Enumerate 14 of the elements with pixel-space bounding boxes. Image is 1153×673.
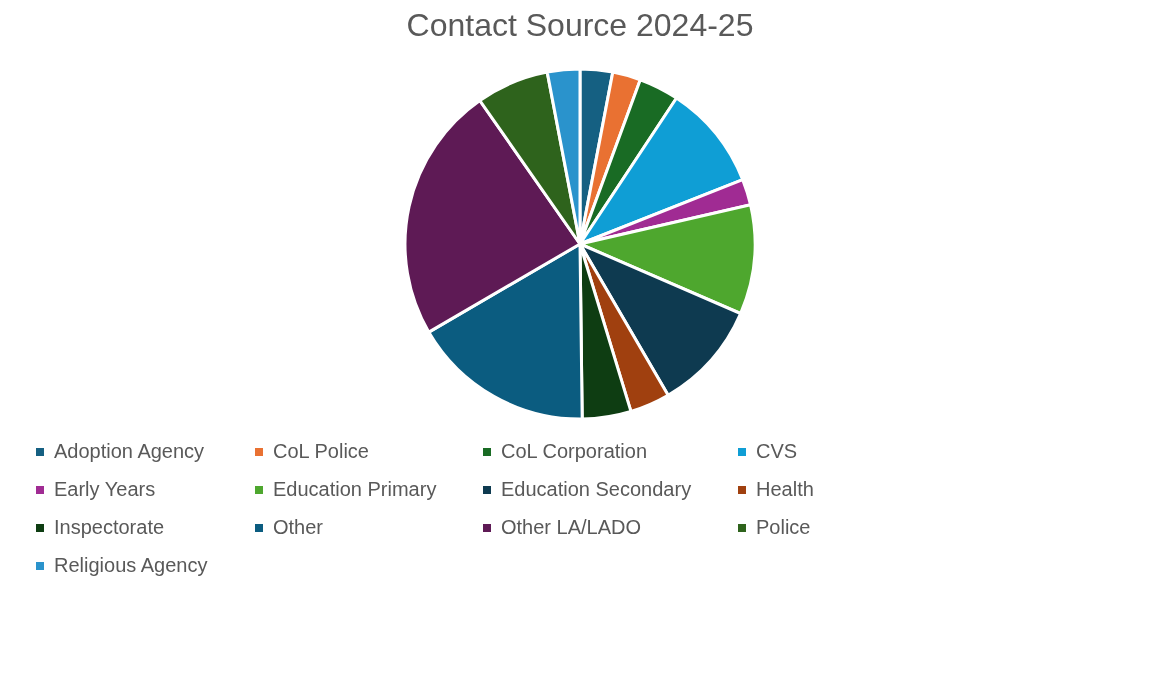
legend-label: CoL Police: [273, 440, 369, 462]
legend-label: CoL Corporation: [501, 440, 648, 462]
legend-label: Religious Agency: [54, 554, 208, 576]
legend-label: Adoption Agency: [54, 440, 205, 462]
legend-label: CVS: [756, 440, 798, 462]
legend-label: Other: [273, 516, 324, 538]
legend-label: Health: [756, 478, 814, 500]
legend-label: Other LA/LADO: [501, 516, 642, 538]
legend-label: Inspectorate: [54, 516, 165, 538]
legend-label: Early Years: [54, 478, 156, 500]
legend-label: Police: [756, 516, 811, 538]
chart-title: Contact Source 2024-25: [406, 7, 754, 43]
legend-label: Education Secondary: [501, 478, 692, 500]
legend-label: Education Primary: [273, 478, 437, 500]
